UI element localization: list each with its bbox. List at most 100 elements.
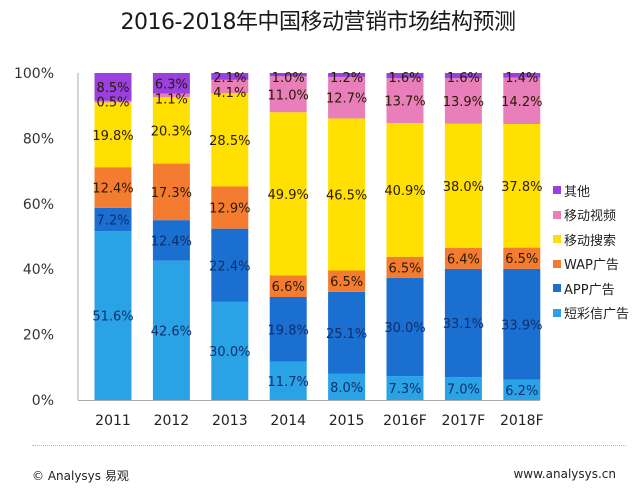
bar-segment — [503, 268, 541, 380]
bar-segment — [152, 93, 190, 98]
x-tick-label: 2014 — [270, 413, 306, 429]
chart-title: 2016-2018年中国移动营销市场结构预测 — [120, 10, 516, 35]
data-label: 6.5% — [505, 252, 538, 267]
data-label: 4.1% — [213, 86, 246, 101]
bar-segment — [94, 73, 132, 101]
data-label: 12.7% — [326, 92, 367, 107]
legend-label: 其他 — [564, 184, 591, 200]
data-label: 2.1% — [213, 71, 246, 86]
data-label: 1.0% — [272, 71, 305, 86]
data-label: 1.6% — [388, 71, 421, 86]
data-label: 1.2% — [330, 71, 363, 86]
data-label: 11.7% — [268, 375, 309, 390]
data-label: 49.9% — [268, 188, 309, 203]
data-label: 33.1% — [443, 317, 484, 332]
data-label: 1.1% — [155, 92, 188, 107]
legend-item: WAP广告 — [553, 252, 629, 277]
data-label: 20.3% — [151, 124, 192, 139]
x-axis: 2011 2012 2013 2014 2015 2016F 2017F 2018F — [78, 400, 544, 429]
bar-segment — [328, 291, 366, 374]
bar-segment — [94, 207, 132, 232]
bar-segment — [444, 78, 482, 124]
data-label: 14.2% — [501, 95, 542, 110]
bar-segment — [211, 301, 249, 400]
bar-segment — [503, 379, 541, 400]
y-tick-label: 100% — [14, 66, 54, 82]
legend-label: 移动视频 — [564, 209, 617, 225]
data-label: 1.4% — [505, 71, 538, 86]
bar-segment — [444, 123, 482, 248]
data-label: 19.8% — [92, 129, 133, 144]
x-tick-label: 2015 — [329, 413, 365, 429]
bar-segment — [328, 118, 366, 271]
x-tick-label: 2013 — [212, 413, 248, 429]
data-label: 12.4% — [151, 234, 192, 249]
bar-segment — [269, 73, 307, 77]
data-label: 17.3% — [151, 186, 192, 201]
x-tick-label: 2018F — [500, 413, 544, 429]
bar-segment — [444, 268, 482, 378]
bar-segment — [386, 123, 424, 257]
bar-segment — [328, 73, 366, 77]
data-label: 1.6% — [447, 71, 480, 86]
legend-swatch-icon — [553, 284, 561, 293]
stacked-bar-chart: 0% 20% 40% 60% 80% 100% 51.6% 7.2% 12.4% 19.8% 0.… — [14, 66, 544, 429]
data-label: 38.0% — [443, 180, 484, 195]
legend-label: WAP广告 — [564, 258, 619, 274]
bar-segment — [94, 167, 132, 208]
bar-segment — [211, 79, 249, 94]
bar-segment — [328, 270, 366, 292]
data-label: 6.4% — [447, 252, 480, 267]
legend-label: APP广告 — [564, 282, 615, 298]
data-label: 7.0% — [447, 383, 480, 398]
legend-label: 移动搜索 — [564, 233, 617, 249]
bar-segment — [269, 361, 307, 400]
bar-segment — [328, 76, 366, 119]
website-link[interactable]: www.analysys.cn — [513, 467, 616, 481]
bar-segment — [386, 278, 424, 377]
data-label: 13.9% — [443, 95, 484, 110]
legend-item: 短彩信广告 — [553, 301, 629, 326]
y-tick-label: 80% — [23, 131, 54, 147]
y-axis: 0% 20% 40% 60% 80% 100% — [14, 66, 79, 409]
bar-segment — [269, 275, 307, 297]
legend-swatch-icon — [553, 308, 561, 317]
data-label: 33.9% — [501, 318, 542, 333]
bar-segment — [152, 220, 190, 261]
bar-segment — [152, 97, 190, 164]
data-label: 6.6% — [272, 280, 305, 295]
legend-item: APP广告 — [553, 276, 629, 301]
data-label: 30.0% — [384, 321, 425, 336]
bar-segment — [386, 256, 424, 279]
legend-label: 短彩信广告 — [564, 307, 630, 323]
copyright-text: © Analysys 易观 — [32, 469, 129, 483]
data-label: 42.6% — [151, 324, 192, 339]
bars — [94, 73, 541, 400]
data-label: 0.5% — [96, 96, 129, 111]
bar-labels: 51.6% 7.2% 12.4% 19.8% 0.5%8.5% 42.6% 12.4% 17.… — [92, 71, 542, 399]
data-label: 6.5% — [330, 275, 363, 290]
bar-segment — [328, 373, 366, 400]
bar-segment — [503, 124, 541, 248]
x-tick-label: 2017F — [442, 413, 486, 429]
data-label: 40.9% — [384, 184, 425, 199]
data-label: 11.0% — [268, 88, 309, 103]
y-tick-label: 60% — [23, 197, 54, 213]
bar-segment — [269, 296, 307, 362]
data-label: 13.7% — [384, 95, 425, 110]
legend-swatch-icon — [553, 259, 561, 268]
x-tick-label: 2012 — [154, 413, 190, 429]
data-label: 6.2% — [505, 384, 538, 399]
x-tick-label: 2016F — [383, 413, 427, 429]
legend-item: 移动视频 — [553, 203, 629, 228]
bar-segment — [444, 247, 482, 269]
footer-divider — [32, 445, 626, 446]
data-label: 7.3% — [388, 382, 421, 397]
y-tick-label: 40% — [23, 262, 54, 278]
bar-segment — [269, 112, 307, 276]
data-label: 51.6% — [92, 310, 133, 325]
legend-swatch-icon — [553, 186, 561, 195]
data-label: 19.8% — [268, 323, 309, 338]
bar-segment — [152, 260, 190, 400]
bar-segment — [211, 93, 249, 187]
